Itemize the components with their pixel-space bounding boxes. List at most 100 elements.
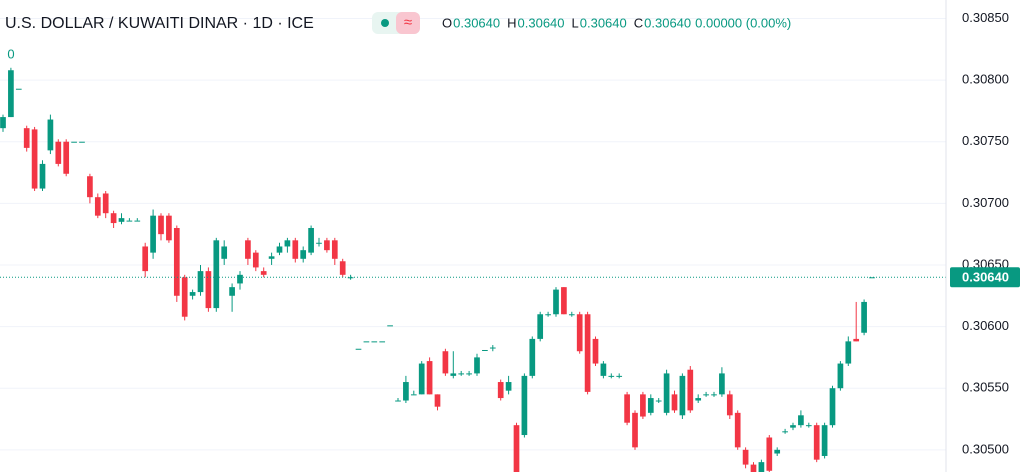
legend-key: H	[507, 15, 516, 30]
legend-change: 0.00000 (0.00%)	[695, 15, 791, 30]
candle-body	[0, 117, 6, 129]
price-axis: 0.305000.305500.306000.306500.307000.307…	[950, 10, 1020, 456]
candle-body	[79, 141, 85, 143]
candle-body	[584, 314, 591, 392]
candles	[0, 67, 946, 472]
candle-body	[324, 240, 330, 251]
y-tick-label: 0.30600	[962, 318, 1009, 333]
candle-body	[695, 398, 702, 401]
candle-body	[466, 373, 472, 375]
candle-body	[553, 289, 559, 315]
candle-body	[805, 425, 812, 427]
candle-body	[410, 394, 417, 396]
candle-body	[726, 394, 733, 416]
candle-body	[608, 375, 615, 377]
legend-key: O	[442, 15, 452, 30]
candle-body	[110, 213, 117, 224]
candle-body	[47, 119, 54, 151]
candle-body	[31, 129, 38, 189]
candle-body	[774, 449, 781, 454]
candle-body	[371, 341, 378, 343]
legend-value: 0.30640	[580, 15, 627, 30]
candle-body	[624, 394, 630, 423]
indicator-pill[interactable]: ≈	[372, 12, 420, 34]
grid	[0, 17, 946, 451]
chart-title: U.S. DOLLAR / KUWAITI DINAR · 1D · ICE	[5, 15, 314, 32]
candle-body	[395, 400, 401, 402]
candle-body	[450, 373, 457, 376]
candle-body	[308, 227, 314, 253]
candle-body	[758, 462, 765, 472]
candle-body	[426, 361, 433, 395]
candle-body	[497, 382, 504, 399]
legend-value: 0.30640	[644, 15, 691, 30]
candle-body	[592, 338, 599, 364]
candle-body	[23, 128, 30, 148]
y-tick-label: 0.30750	[962, 133, 1009, 148]
candle-body	[166, 215, 172, 241]
candle-body	[845, 341, 852, 364]
pill-half	[396, 12, 420, 34]
candle-body	[387, 325, 393, 327]
candle-body	[742, 449, 749, 465]
candle-body	[537, 314, 544, 339]
candle-body	[505, 382, 512, 391]
candle-body	[829, 388, 836, 426]
candle-body	[663, 373, 670, 413]
candle-body	[734, 412, 741, 448]
candle-body	[647, 398, 654, 413]
candle-body	[434, 394, 441, 407]
candle-body	[561, 287, 567, 315]
legend-key: C	[634, 15, 643, 30]
candle-body	[379, 341, 386, 343]
candle-body	[869, 277, 875, 279]
candle-body	[39, 163, 46, 189]
candle-body	[213, 240, 220, 309]
candle-body	[403, 382, 409, 401]
candle-body	[71, 141, 77, 143]
candle-body	[521, 375, 528, 436]
candle-body	[205, 271, 212, 309]
candle-body	[126, 220, 133, 222]
candle-body	[173, 227, 180, 296]
candle-body	[237, 274, 243, 284]
candle-body	[300, 250, 307, 259]
candle-body	[55, 141, 62, 164]
candle-body	[837, 363, 844, 389]
pill-dot	[381, 19, 389, 27]
candle-body	[94, 197, 101, 216]
candle-body	[719, 373, 725, 395]
candle-body	[268, 256, 275, 259]
candle-body	[489, 347, 496, 349]
candle-body	[181, 277, 188, 317]
candle-body	[221, 246, 228, 259]
candle-body	[711, 394, 717, 396]
candle-body	[316, 242, 322, 244]
candle-body	[197, 271, 204, 293]
y-tick-label: 0.30500	[962, 441, 1009, 456]
candle-body	[513, 425, 520, 472]
last-price-label: 0.30640	[962, 270, 1009, 285]
candle-body	[853, 338, 860, 342]
candle-body	[568, 314, 575, 316]
candle-body	[134, 220, 141, 222]
candle-body	[245, 240, 251, 259]
candle-body	[229, 287, 235, 296]
candle-body	[671, 394, 678, 411]
candle-body	[703, 394, 709, 396]
candle-body	[442, 351, 449, 374]
candle-body	[276, 246, 283, 253]
candle-body	[458, 373, 465, 375]
candle-body	[150, 215, 156, 253]
candle-body	[292, 240, 299, 259]
candle-body	[102, 193, 109, 214]
candle-body	[355, 348, 362, 350]
candle-body	[260, 271, 267, 275]
legend-value: 0.30640	[453, 15, 500, 30]
candle-body	[118, 218, 125, 222]
candle-body	[87, 176, 93, 198]
candle-body	[63, 141, 70, 174]
candle-body	[679, 375, 686, 416]
candle-body	[347, 277, 354, 279]
candle-body	[482, 349, 488, 351]
